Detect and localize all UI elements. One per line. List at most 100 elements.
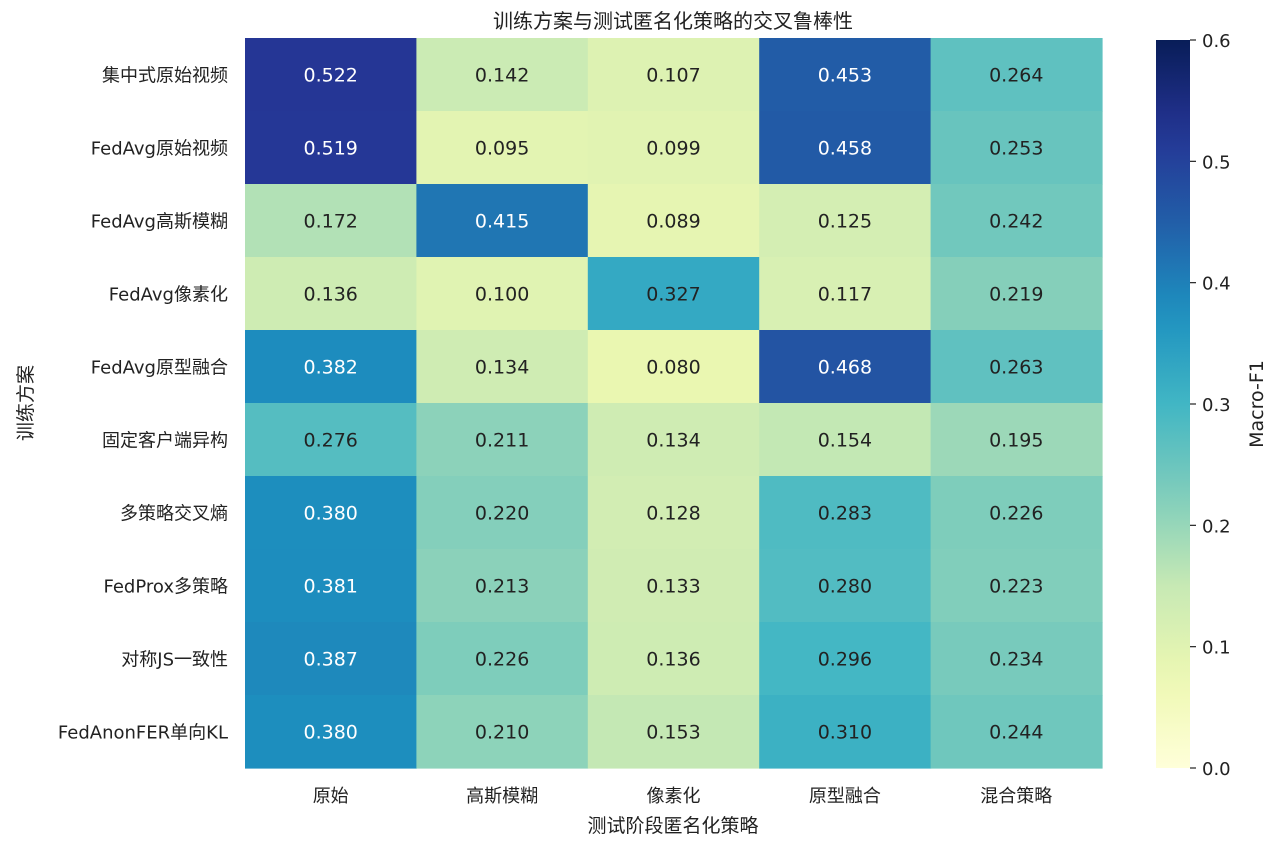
cell-value-label: 0.253 [989, 138, 1043, 160]
cell-value-label: 0.234 [989, 649, 1043, 671]
row-labels: 集中式原始视频 FedAvg原始视频 FedAvg高斯模糊 FedAvg像素化 FedA… [58, 66, 228, 744]
heatmap-cell [930, 184, 1103, 258]
chart-title: 训练方案与测试匿名化策略的交叉鲁棒性 [493, 9, 853, 33]
row-label: FedAvg原始视频 [91, 139, 228, 160]
colorbar-ticks: 0.0 0.1 0.2 0.3 0.4 0.5 0.6 [1190, 31, 1231, 780]
cell-value-label: 0.296 [818, 649, 872, 671]
cell-value-label: 0.136 [303, 284, 357, 306]
heatmap-cell [759, 403, 932, 477]
row-label: 多策略交叉熵 [120, 504, 228, 525]
colorbar-tick-label: 0.5 [1202, 152, 1231, 173]
heatmap-cell [245, 38, 417, 112]
column-label: 混合策略 [980, 786, 1052, 807]
heatmap-cell [587, 622, 760, 696]
heatmap-cell [416, 111, 589, 185]
heatmap-cell [930, 695, 1103, 769]
colorbar-label: Macro-F1 [1246, 360, 1268, 448]
heatmap-cell [930, 111, 1103, 185]
heatmap-cell [930, 549, 1103, 623]
colorbar-tick-label: 0.2 [1202, 516, 1231, 537]
heatmap-cell [759, 330, 932, 404]
cell-value-label: 0.244 [989, 722, 1043, 744]
cell-value-label: 0.380 [303, 503, 357, 525]
cell-value-label: 0.220 [475, 503, 529, 525]
row-label: 固定客户端异构 [102, 431, 228, 452]
cell-value-label: 0.219 [989, 284, 1043, 306]
cell-value-label: 0.380 [303, 722, 357, 744]
heatmap-cell [930, 403, 1103, 477]
cell-value-label: 0.242 [989, 211, 1043, 233]
cell-value-label: 0.310 [818, 722, 872, 744]
heatmap-cell [759, 622, 932, 696]
colorbar-tick-label: 0.4 [1202, 274, 1231, 295]
cell-value-label: 0.276 [303, 430, 357, 452]
cell-value-label: 0.080 [646, 357, 700, 379]
heatmap-cell [759, 695, 932, 769]
cell-value-label: 0.264 [989, 65, 1043, 87]
heatmap-cell [587, 549, 760, 623]
heatmap-cell [587, 476, 760, 550]
heatmap-cell [930, 476, 1103, 550]
cell-value-label: 0.458 [818, 138, 872, 160]
cell-value-label: 0.136 [646, 649, 700, 671]
cell-value-label: 0.226 [475, 649, 529, 671]
heatmap-cell [416, 549, 589, 623]
heatmap-cell [587, 38, 760, 112]
colorbar-tick-label: 0.0 [1202, 759, 1231, 780]
cell-value-label: 0.381 [303, 576, 357, 598]
cell-value-label: 0.211 [475, 430, 529, 452]
heatmap-cell [587, 403, 760, 477]
heatmap-cell [416, 403, 589, 477]
cell-value-label: 0.468 [818, 357, 872, 379]
heatmap-cell [416, 184, 589, 258]
heatmap-cell [245, 403, 417, 477]
colorbar-tick-label: 0.1 [1202, 638, 1231, 659]
heatmap-cell [245, 695, 417, 769]
row-label: 集中式原始视频 [102, 66, 228, 87]
cell-value-label: 0.142 [475, 65, 529, 87]
heatmap-cell [416, 257, 589, 331]
cell-value-label: 0.382 [303, 357, 357, 379]
heatmap-cell [587, 111, 760, 185]
column-label: 原型融合 [809, 786, 881, 807]
heatmap-cell [930, 330, 1103, 404]
cell-value-label: 0.519 [303, 138, 357, 160]
cell-value-label: 0.154 [818, 430, 872, 452]
cell-value-label: 0.125 [818, 211, 872, 233]
heatmap-cell [245, 622, 417, 696]
column-label: 原始 [313, 786, 349, 807]
cell-value-label: 0.327 [646, 284, 700, 306]
heatmap-cell [416, 622, 589, 696]
heatmap-cell [930, 257, 1103, 331]
row-label: FedAnonFER单向KL [58, 723, 228, 744]
heatmap-cell [245, 476, 417, 550]
row-label: FedAvg像素化 [109, 285, 228, 306]
cell-value-label: 0.226 [989, 503, 1043, 525]
heatmap-cell [587, 330, 760, 404]
row-label: FedAvg原型融合 [91, 358, 228, 379]
cell-value-label: 0.134 [475, 357, 529, 379]
heatmap-cell [759, 38, 932, 112]
cell-value-label: 0.213 [475, 576, 529, 598]
column-label: 高斯模糊 [466, 786, 538, 807]
heatmap-cell [245, 330, 417, 404]
row-label: 对称JS一致性 [121, 650, 228, 671]
heatmap-cell [759, 257, 932, 331]
column-label: 像素化 [647, 786, 701, 807]
cell-value-label: 0.100 [475, 284, 529, 306]
cell-value-label: 0.415 [475, 211, 529, 233]
cell-value-label: 0.280 [818, 576, 872, 598]
heatmap-cell [587, 184, 760, 258]
cell-value-label: 0.099 [646, 138, 700, 160]
row-label: FedAvg高斯模糊 [91, 212, 228, 233]
cell-value-label: 0.117 [818, 284, 872, 306]
cell-value-label: 0.153 [646, 722, 700, 744]
column-labels: 原始 高斯模糊 像素化 原型融合 混合策略 [313, 786, 1053, 807]
colorbar [1156, 40, 1190, 768]
heatmap-cell [759, 476, 932, 550]
cell-value-label: 0.095 [475, 138, 529, 160]
colorbar-tick-label: 0.6 [1202, 31, 1231, 52]
colorbar-tick-label: 0.3 [1202, 395, 1231, 416]
cell-value-label: 0.133 [646, 576, 700, 598]
